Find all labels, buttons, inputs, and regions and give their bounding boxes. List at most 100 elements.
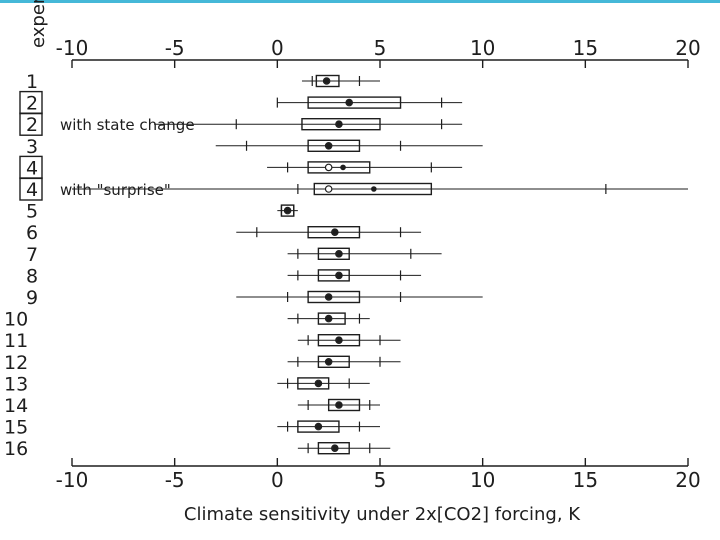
bottom-axis-tick-label: 20 bbox=[675, 468, 700, 492]
bottom-axis-tick-label: -5 bbox=[165, 468, 185, 492]
expert-row: 9 bbox=[26, 287, 483, 309]
top-axis-tick-label: 5 bbox=[374, 36, 387, 60]
iqr-box bbox=[307, 290, 361, 304]
mean-marker bbox=[284, 207, 291, 214]
expert-row: 4 bbox=[19, 155, 463, 179]
iqr-box bbox=[307, 161, 371, 174]
expert-row: 6 bbox=[26, 222, 422, 244]
expert-row: 12 bbox=[4, 352, 401, 374]
median-marker bbox=[324, 163, 333, 172]
y-axis-title: expert bbox=[28, 0, 49, 48]
iqr-box bbox=[307, 225, 361, 239]
expert-label: 4 bbox=[26, 179, 38, 201]
row-note-label: with state change bbox=[60, 116, 195, 134]
median-marker bbox=[324, 185, 333, 193]
expert-label: 2 bbox=[26, 114, 38, 136]
expert-row: 15 bbox=[4, 417, 380, 439]
mean-marker bbox=[336, 251, 342, 257]
bottom-axis-tick-label: 0 bbox=[271, 468, 284, 492]
bottom-axis-tick-label: 5 bbox=[374, 468, 387, 492]
expert-label: 7 bbox=[26, 244, 38, 266]
top-axis-tick-label: 20 bbox=[675, 36, 700, 60]
expert-row: 14 bbox=[4, 395, 380, 417]
expert-row: 2 with state change bbox=[19, 112, 463, 136]
top-axis-tick-label: -5 bbox=[165, 36, 185, 60]
expert-label: 5 bbox=[26, 201, 38, 223]
iqr-box bbox=[317, 312, 346, 325]
bottom-axis: -10 -5 0 5 10 15 20 bbox=[56, 458, 701, 492]
iqr-box bbox=[307, 139, 361, 153]
expert-label: 16 bbox=[4, 438, 28, 460]
bottom-axis-tick-label: 10 bbox=[470, 468, 495, 492]
top-axis-tick-label: 15 bbox=[573, 36, 598, 60]
row-note-label: with "surprise" bbox=[60, 181, 171, 199]
iqr-box bbox=[315, 74, 340, 88]
iqr-box bbox=[317, 247, 350, 261]
expert-row: 11 bbox=[4, 330, 401, 352]
mean-marker bbox=[325, 359, 332, 365]
expert-label: 11 bbox=[4, 330, 28, 352]
mean-marker bbox=[325, 294, 332, 300]
top-axis-tick-label: 0 bbox=[271, 36, 284, 60]
mean-marker bbox=[340, 164, 346, 171]
top-axis-tick-label: -10 bbox=[56, 36, 89, 60]
expert-label: 15 bbox=[4, 417, 28, 439]
expert-label-frame bbox=[19, 177, 43, 201]
iqr-box bbox=[307, 96, 402, 109]
top-axis-tick-label: 10 bbox=[470, 36, 495, 60]
mean-marker bbox=[323, 78, 330, 84]
expert-label: 4 bbox=[26, 157, 38, 179]
expert-row: 13 bbox=[4, 373, 370, 395]
expert-label: 2 bbox=[26, 93, 38, 115]
iqr-box bbox=[317, 269, 350, 282]
iqr-box bbox=[327, 398, 361, 412]
expert-label: 9 bbox=[26, 287, 38, 309]
iqr-box bbox=[280, 204, 295, 217]
expert-label: 10 bbox=[4, 309, 28, 331]
expert-row: 4 with "surprise" bbox=[19, 177, 688, 201]
expert-row: 1 bbox=[26, 71, 380, 93]
expert-row: 2 bbox=[19, 90, 463, 115]
mean-marker bbox=[336, 337, 342, 344]
bottom-axis-tick-label: 15 bbox=[573, 468, 598, 492]
mean-marker bbox=[336, 272, 342, 279]
mean-marker bbox=[371, 186, 377, 192]
x-axis-title: Climate sensitivity under 2x[CO2] forcin… bbox=[184, 504, 581, 525]
mean-marker bbox=[325, 315, 332, 322]
expert-label: 1 bbox=[26, 71, 38, 93]
iqr-box bbox=[317, 334, 361, 347]
mean-marker bbox=[332, 229, 338, 235]
iqr-box bbox=[317, 355, 350, 368]
expert-label: 3 bbox=[26, 136, 38, 158]
expert-row: 16 bbox=[4, 438, 391, 460]
top-accent-bar bbox=[0, 0, 720, 3]
expert-row: 7 bbox=[26, 244, 442, 266]
iqr-box bbox=[297, 377, 330, 390]
top-axis: -10 -5 0 5 10 15 20 bbox=[56, 36, 701, 68]
expert-row: 5 bbox=[26, 201, 298, 223]
iqr-box bbox=[313, 182, 433, 196]
expert-label: 6 bbox=[26, 222, 38, 244]
mean-marker bbox=[315, 380, 322, 387]
expert-label: 8 bbox=[26, 265, 38, 287]
expert-label: 13 bbox=[4, 373, 28, 395]
expert-row: 8 bbox=[26, 265, 422, 287]
bottom-axis-tick-label: -10 bbox=[56, 468, 89, 492]
mean-marker bbox=[336, 402, 342, 408]
iqr-box bbox=[317, 442, 350, 455]
iqr-box bbox=[297, 420, 340, 433]
mean-marker bbox=[346, 99, 353, 106]
expert-row: 3 bbox=[26, 136, 483, 158]
expert-label: 12 bbox=[4, 352, 28, 374]
mean-marker bbox=[315, 423, 322, 430]
iqr-box bbox=[301, 117, 381, 131]
expert-label: 14 bbox=[4, 395, 28, 417]
mean-marker bbox=[325, 143, 332, 149]
mean-marker bbox=[332, 445, 338, 452]
expert-label-frame bbox=[19, 112, 43, 136]
expert-row: 10 bbox=[4, 309, 370, 331]
mean-marker bbox=[336, 121, 342, 127]
